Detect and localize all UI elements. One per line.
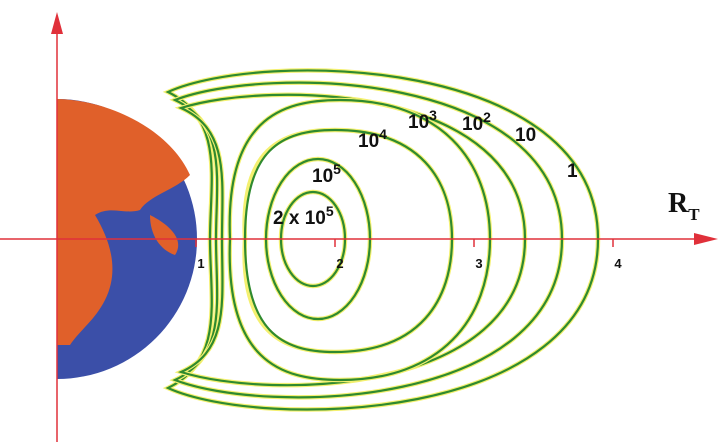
label-exponent: 2: [483, 109, 491, 125]
label-exponent: 3: [429, 107, 437, 123]
contour-label: 102: [462, 109, 491, 135]
label-exponent: 5: [333, 161, 341, 177]
contour-lines: [162, 68, 601, 412]
label-exponent: 4: [379, 126, 387, 142]
label-base: 10: [462, 114, 483, 135]
contour-label: 105: [312, 161, 341, 187]
ticks: 1 2 3 4: [195, 239, 622, 271]
axis-arrow: [694, 233, 718, 245]
label-exponent: 5: [326, 203, 334, 219]
tick-label: 3: [475, 256, 482, 271]
axis-label: RT: [668, 188, 700, 224]
contour-label: 104: [358, 126, 387, 152]
label-base: 10: [312, 166, 333, 187]
label-base: 2 x 10: [273, 208, 326, 229]
tick-label: 4: [614, 256, 622, 271]
axis-arrow: [51, 12, 63, 34]
label-base: 10: [358, 131, 379, 152]
tick-label: 1: [197, 256, 204, 271]
label-base: 10: [408, 112, 429, 133]
axis-label-subscript: T: [688, 205, 700, 224]
contour-label: 1: [567, 161, 578, 182]
contour-label: 10: [515, 125, 536, 146]
contour-label: 2 x 105: [273, 203, 334, 229]
label-base: 10: [515, 125, 536, 146]
tick-label: 2: [336, 256, 343, 271]
contour-label: 103: [408, 107, 437, 133]
axis-label-main: R: [668, 188, 689, 219]
label-base: 1: [567, 161, 578, 182]
